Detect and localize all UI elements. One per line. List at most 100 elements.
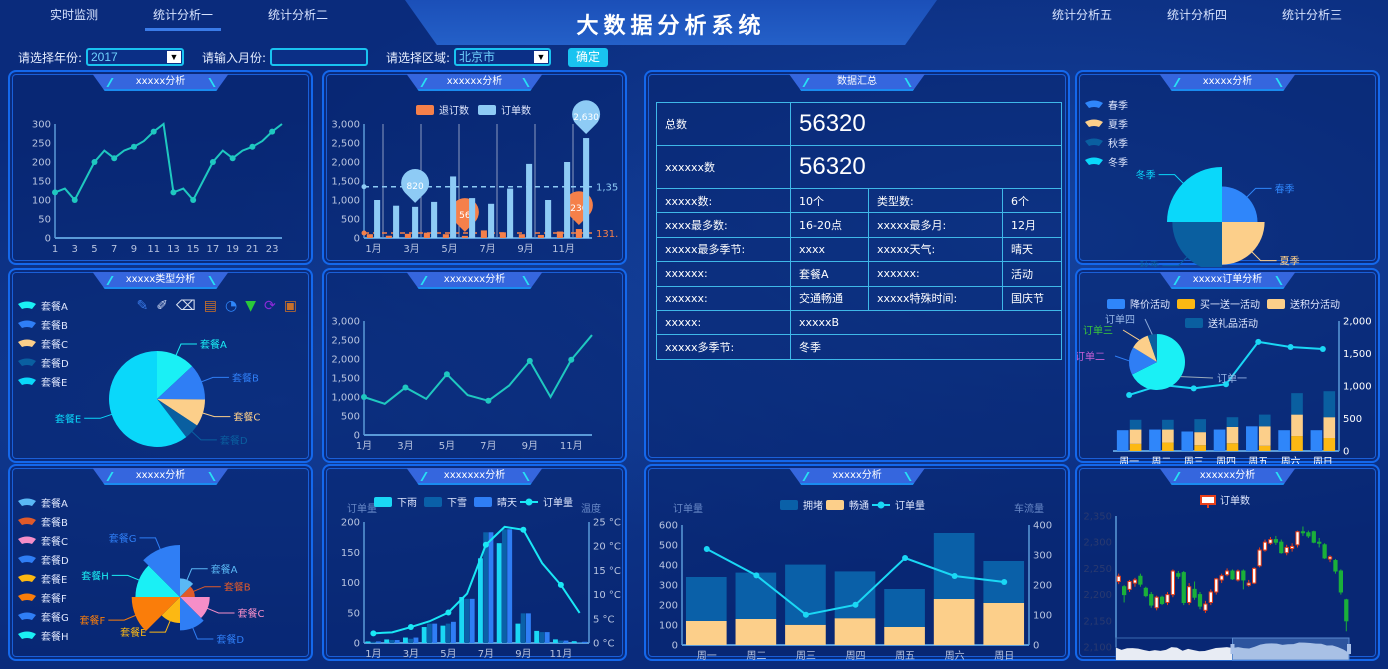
legend-item[interactable]: 送积分活动 xyxy=(1290,298,1340,311)
legend-item[interactable]: 订单量 xyxy=(895,500,925,512)
filter-icon[interactable]: ▼ xyxy=(245,298,257,314)
legend-dot-icon xyxy=(525,498,533,506)
x-tick-label: 1月 xyxy=(365,648,381,660)
y-tick-label: 3,000 xyxy=(331,317,360,328)
chevron-down-icon[interactable]: ▼ xyxy=(534,51,548,63)
nav-stats-2[interactable]: 统计分析二 xyxy=(268,8,329,22)
pie-slice xyxy=(1147,334,1157,362)
nav-stats-4[interactable]: 统计分析四 xyxy=(1167,8,1228,22)
legend-item[interactable]: 套餐D xyxy=(41,554,69,567)
x-tick-label: 5月 xyxy=(439,440,455,452)
candle-body xyxy=(1333,560,1338,572)
legend-item[interactable]: 订单数 xyxy=(501,104,531,117)
legend-swatch-icon xyxy=(1185,318,1203,328)
bar xyxy=(496,543,502,643)
legend-item[interactable]: 套餐C xyxy=(41,338,68,351)
average-start-dot xyxy=(361,184,367,190)
data-point xyxy=(1001,579,1008,585)
bar xyxy=(537,234,544,238)
data-point xyxy=(71,197,78,203)
x-tick-label: 1月 xyxy=(365,243,381,255)
x-tick-label: 15 xyxy=(187,244,200,255)
candle-body xyxy=(1138,575,1143,585)
legend-item[interactable]: 送礼品活动 xyxy=(1208,317,1258,330)
legend-item[interactable]: 套餐E xyxy=(41,376,67,389)
summary-value: 冬季 xyxy=(790,334,1062,360)
legend-item[interactable]: 订单量 xyxy=(543,497,573,509)
nav-stats-3[interactable]: 统计分析三 xyxy=(1282,8,1343,22)
legend-item[interactable]: 下雪 xyxy=(447,497,467,509)
x-tick-label: 11 xyxy=(147,244,160,255)
legend-item[interactable]: 冬季 xyxy=(1108,156,1128,169)
legend-item[interactable]: 套餐A xyxy=(41,497,68,510)
candle-body xyxy=(1187,586,1192,603)
candle-body xyxy=(1116,575,1121,583)
panel-type-pie: xxxxx类型分析 套餐A 套餐B 套餐C 套餐D 套餐E 套餐A 套餐B 套餐C 套餐D 套餐E … xyxy=(8,268,313,463)
stacked-bar xyxy=(685,621,727,645)
summary-label: xxxx最多数: xyxy=(656,212,791,238)
label-leader-line xyxy=(1122,329,1140,341)
zoom-handle-right[interactable] xyxy=(1347,644,1351,654)
region-value: 北京市 xyxy=(459,50,496,64)
legend-item[interactable]: 下雨 xyxy=(397,498,417,509)
nav-stats-1[interactable]: 统计分析一 xyxy=(144,8,222,31)
pie-icon[interactable]: ◔ xyxy=(225,298,238,314)
data-zoom-window[interactable] xyxy=(1232,637,1350,661)
nav-stats-5[interactable]: 统计分析五 xyxy=(1052,8,1113,22)
y-tick-label: 400 xyxy=(1033,521,1052,532)
panel-weather: xxxxxxx分析 0 50 100 150 200 0 °C 5 °C 10 °C 15 °C 2… xyxy=(322,464,627,661)
trash-icon[interactable]: ⌫ xyxy=(176,298,196,314)
refresh-icon[interactable]: ⟳ xyxy=(264,298,276,314)
legend-item[interactable]: 套餐H xyxy=(41,630,69,643)
candle-body xyxy=(1132,579,1138,584)
stacked-bar xyxy=(1194,432,1206,446)
x-tick-label: 19 xyxy=(226,244,239,255)
x-tick-label: 周一 xyxy=(697,650,717,662)
confirm-button[interactable]: 确定 xyxy=(568,48,608,67)
total-label: 总数 xyxy=(656,102,791,146)
bar xyxy=(440,625,446,643)
legend-item[interactable]: 套餐B xyxy=(41,319,68,332)
legend-item[interactable]: 畅通 xyxy=(849,499,869,512)
legend-item[interactable]: 秋季 xyxy=(1108,137,1128,150)
year-select[interactable]: 2017 ▼ xyxy=(86,48,184,66)
label-leader-line xyxy=(111,574,142,582)
bar xyxy=(1310,430,1323,451)
year-value: 2017 xyxy=(91,50,118,64)
panel-candlestick: xxxxxx分析 2,100 2,150 2,200 2,250 2,300 2,350 订单… xyxy=(1075,464,1380,661)
zoom-handle-left[interactable] xyxy=(1230,644,1235,654)
y-tick-label: 0 xyxy=(354,431,360,442)
total-value: 56320 xyxy=(790,102,1062,146)
pencil-minus-icon[interactable]: ✐ xyxy=(156,298,168,314)
save-icon[interactable]: ▣ xyxy=(283,298,297,314)
x-tick-label: 周二 xyxy=(1151,456,1171,465)
legend-item[interactable]: 春季 xyxy=(1108,100,1128,112)
pencil-plus-icon[interactable]: ✎ xyxy=(136,298,149,314)
legend-item[interactable]: 套餐A xyxy=(41,300,68,313)
region-label: 请选择区域: xyxy=(386,51,451,65)
y-tick-label: 200 xyxy=(659,601,678,612)
legend-item[interactable]: 降价活动 xyxy=(1130,298,1170,311)
legend-item[interactable]: 套餐B xyxy=(41,516,68,529)
month-input[interactable] xyxy=(270,48,368,66)
legend-item[interactable]: 拥堵 xyxy=(803,499,823,512)
legend-fan-icon xyxy=(1085,138,1103,146)
candle-body xyxy=(1197,594,1203,607)
average-label: 1,35 xyxy=(596,183,618,194)
legend-item[interactable]: 套餐D xyxy=(41,357,69,370)
data-view-icon[interactable]: ▤ xyxy=(203,298,218,314)
nav-realtime[interactable]: 实时监测 xyxy=(50,8,99,22)
rose-chart: 春季夏季秋季冬季春季夏季秋季冬季 xyxy=(1085,100,1300,267)
legend-item[interactable]: 套餐E xyxy=(41,573,67,586)
legend-item[interactable]: 晴天 xyxy=(497,496,517,509)
region-select[interactable]: 北京市 ▼ xyxy=(454,48,551,66)
legend-item[interactable]: 夏季 xyxy=(1108,119,1128,131)
y-tick-label: 0 xyxy=(354,639,360,650)
legend-item[interactable]: 买一送一活动 xyxy=(1200,298,1260,311)
legend-item[interactable]: 套餐F xyxy=(41,592,67,605)
legend-item[interactable]: 套餐G xyxy=(41,611,69,624)
legend-item[interactable]: 套餐C xyxy=(41,535,68,548)
legend-item[interactable]: 退订数 xyxy=(439,104,469,117)
stacked-bar xyxy=(685,577,727,621)
chevron-down-icon[interactable]: ▼ xyxy=(167,51,181,63)
